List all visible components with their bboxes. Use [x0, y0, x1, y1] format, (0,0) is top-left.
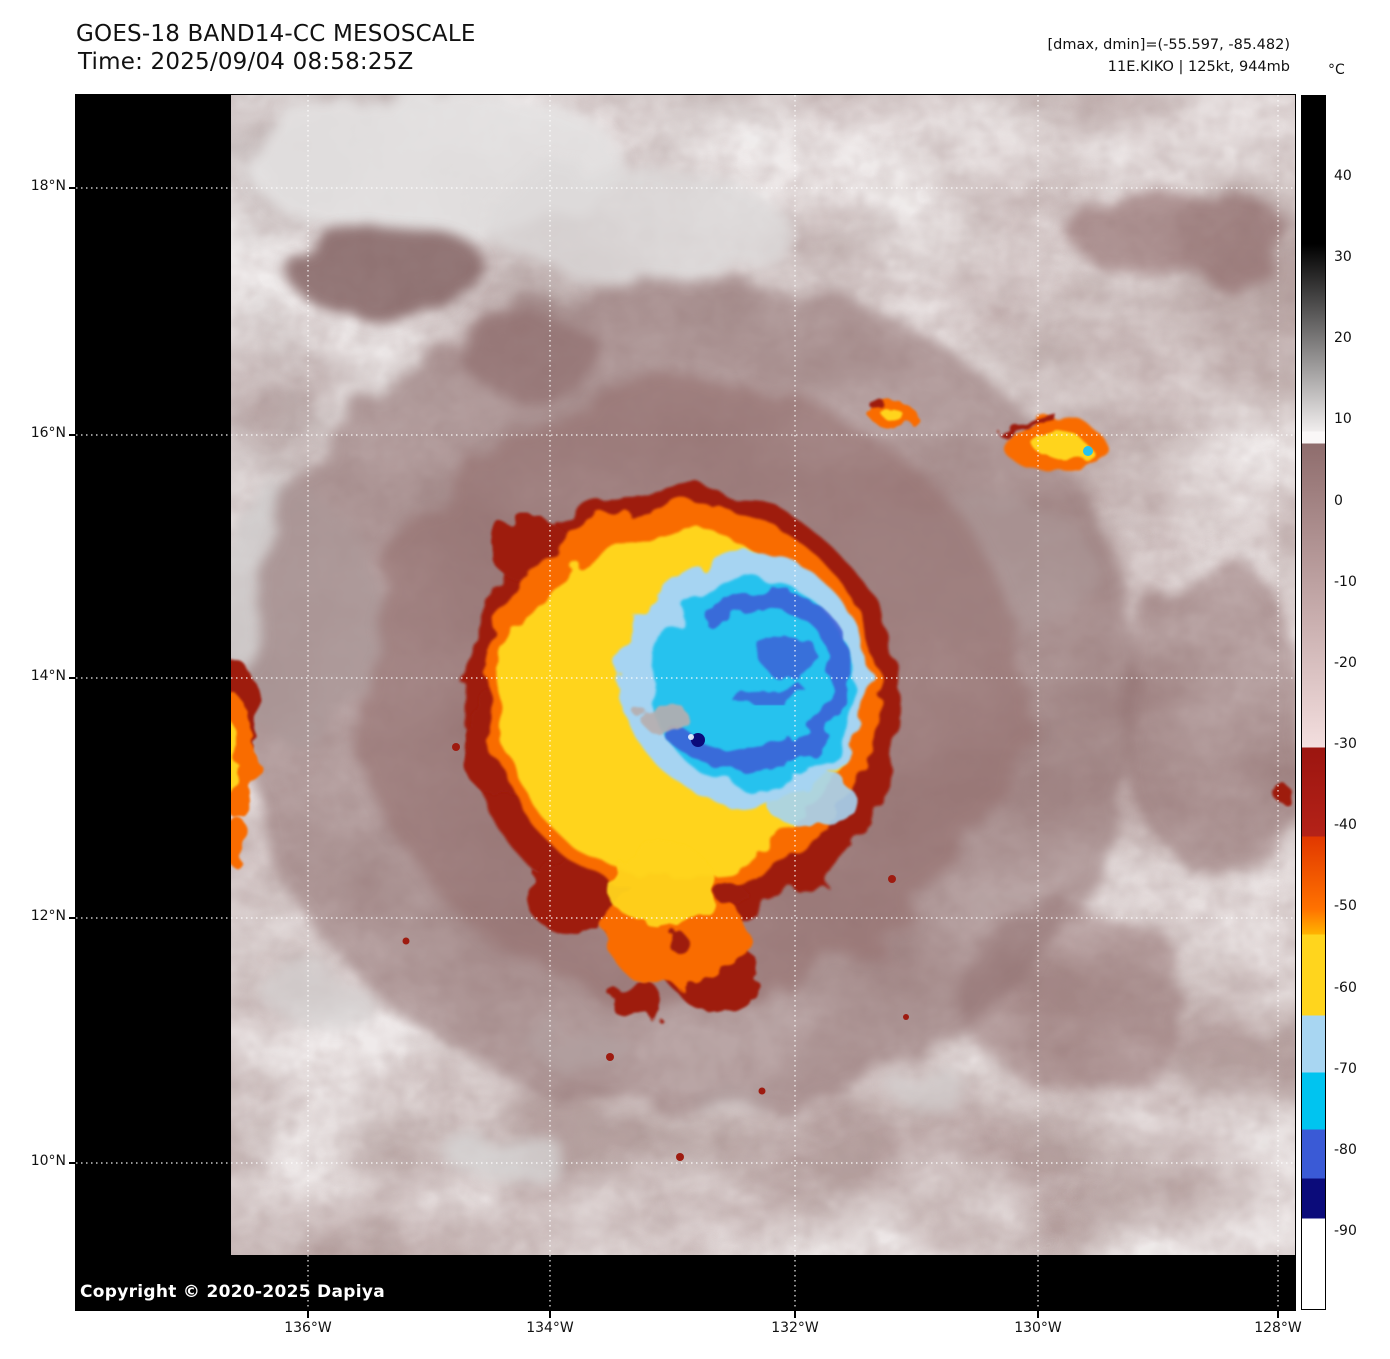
colorbar-tick-label: -60	[1334, 980, 1357, 996]
colorbar-tick-label: -40	[1334, 817, 1357, 833]
lat-tick-label: 10°N	[30, 1153, 66, 1169]
colorbar-tick-label: -50	[1334, 898, 1357, 914]
colorbar-tick-label: -20	[1334, 655, 1357, 671]
lat-tick-mark	[69, 917, 76, 919]
colorbar-tick-label: 30	[1334, 249, 1352, 265]
convective-cells	[231, 398, 1291, 1161]
storm-info-label: 11E.KIKO | 125kt, 944mb	[1107, 59, 1290, 75]
colorbar-tick-label: 10	[1334, 411, 1352, 427]
colorbar-tick-label: 40	[1334, 168, 1352, 184]
satellite-image	[76, 95, 1295, 1310]
lat-tick-label: 14°N	[30, 668, 66, 684]
lon-tick-mark	[549, 1311, 551, 1318]
lon-tick-label: 128°W	[1254, 1320, 1302, 1336]
lon-tick-mark	[1277, 1311, 1279, 1318]
lon-tick-label: 132°W	[771, 1320, 819, 1336]
lon-tick-mark	[1037, 1311, 1039, 1318]
lon-tick-label: 136°W	[284, 1320, 332, 1336]
colorbar	[1301, 95, 1326, 1310]
meta-block: [dmax, dmin]=(-55.597, -85.482) 11E.KIKO…	[1048, 34, 1291, 78]
lat-tick-mark	[69, 677, 76, 679]
lat-tick-mark	[69, 187, 76, 189]
hurricane-core	[241, 275, 1141, 1115]
dmax-dmin-label: [dmax, dmin]=(-55.597, -85.482)	[1047, 37, 1291, 53]
colorbar-unit-label: °C	[1328, 62, 1345, 78]
map-panel	[75, 94, 1296, 1311]
header: GOES-18 BAND14-CC MESOSCALE Time: 2025/0…	[76, 20, 476, 76]
lon-tick-mark	[794, 1311, 796, 1318]
colorbar-tick-label: -80	[1334, 1142, 1357, 1158]
cloud-field	[231, 95, 1295, 1255]
colorbar-tick-label: -10	[1334, 574, 1357, 590]
lon-tick-label: 130°W	[1014, 1320, 1062, 1336]
page-title: GOES-18 BAND14-CC MESOSCALE	[76, 21, 476, 47]
lat-tick-label: 18°N	[30, 178, 66, 194]
lon-tick-label: 134°W	[526, 1320, 574, 1336]
colorbar-tick-label: -70	[1334, 1061, 1357, 1077]
colorbar-tick-label: -90	[1334, 1223, 1357, 1239]
colorbar-tick-label: 0	[1334, 493, 1343, 509]
copyright-label: Copyright © 2020-2025 Dapiya	[80, 1282, 385, 1302]
lat-tick-mark	[69, 434, 76, 436]
lat-tick-mark	[69, 1162, 76, 1164]
colorbar-tick-label: 20	[1334, 330, 1352, 346]
graticule-gridlines	[76, 95, 1295, 1310]
lat-tick-label: 16°N	[30, 425, 66, 441]
time-label: Time: 2025/09/04 08:58:25Z	[78, 49, 414, 75]
lat-tick-label: 12°N	[30, 908, 66, 924]
lon-tick-mark	[307, 1311, 309, 1318]
colorbar-tick-label: -30	[1334, 736, 1357, 752]
